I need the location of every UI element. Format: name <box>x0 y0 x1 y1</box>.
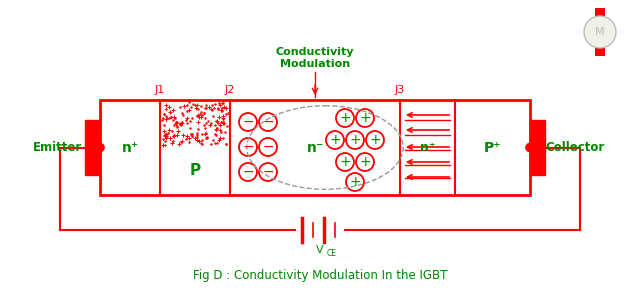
Text: n⁻: n⁻ <box>307 141 324 154</box>
Text: −: − <box>242 115 254 129</box>
Text: −: − <box>262 165 274 179</box>
Text: +: + <box>329 133 341 147</box>
Text: P⁺: P⁺ <box>484 141 501 154</box>
Circle shape <box>526 143 534 151</box>
Text: −: − <box>262 115 274 129</box>
Bar <box>595 8 605 16</box>
Text: CE: CE <box>327 249 337 257</box>
Circle shape <box>259 138 277 156</box>
Text: −: − <box>262 140 274 154</box>
Circle shape <box>346 131 364 149</box>
Text: Fig D : Conductivity Modulation In the IGBT: Fig D : Conductivity Modulation In the I… <box>193 268 447 281</box>
Text: −: − <box>242 165 254 179</box>
Text: M: M <box>595 27 605 37</box>
Text: +: + <box>339 111 351 125</box>
Circle shape <box>259 163 277 181</box>
Circle shape <box>259 113 277 131</box>
Text: +: + <box>339 155 351 169</box>
Circle shape <box>356 109 374 127</box>
Circle shape <box>326 131 344 149</box>
Bar <box>530 120 545 175</box>
Bar <box>85 120 100 175</box>
Text: n⁺: n⁺ <box>420 141 435 154</box>
Circle shape <box>96 143 104 151</box>
Text: +: + <box>359 111 371 125</box>
Text: Collector: Collector <box>545 141 605 154</box>
Text: J3: J3 <box>395 85 405 95</box>
Text: +: + <box>369 133 381 147</box>
Bar <box>100 100 530 195</box>
Circle shape <box>336 153 354 171</box>
Text: Conductivity
Modulation: Conductivity Modulation <box>276 47 355 69</box>
Text: P: P <box>189 163 200 178</box>
Circle shape <box>239 113 257 131</box>
Circle shape <box>336 109 354 127</box>
Text: n⁺: n⁺ <box>122 141 139 154</box>
Circle shape <box>356 153 374 171</box>
Circle shape <box>346 173 364 191</box>
Text: +: + <box>359 155 371 169</box>
Text: +: + <box>349 133 361 147</box>
Circle shape <box>584 16 616 48</box>
Text: J1: J1 <box>155 85 165 95</box>
Circle shape <box>239 163 257 181</box>
Text: +: + <box>349 175 361 189</box>
Circle shape <box>239 138 257 156</box>
Circle shape <box>366 131 384 149</box>
Text: Emitter: Emitter <box>33 141 82 154</box>
Text: V: V <box>316 245 324 255</box>
Bar <box>595 48 605 56</box>
Text: −: − <box>242 140 254 154</box>
Text: J2: J2 <box>225 85 235 95</box>
